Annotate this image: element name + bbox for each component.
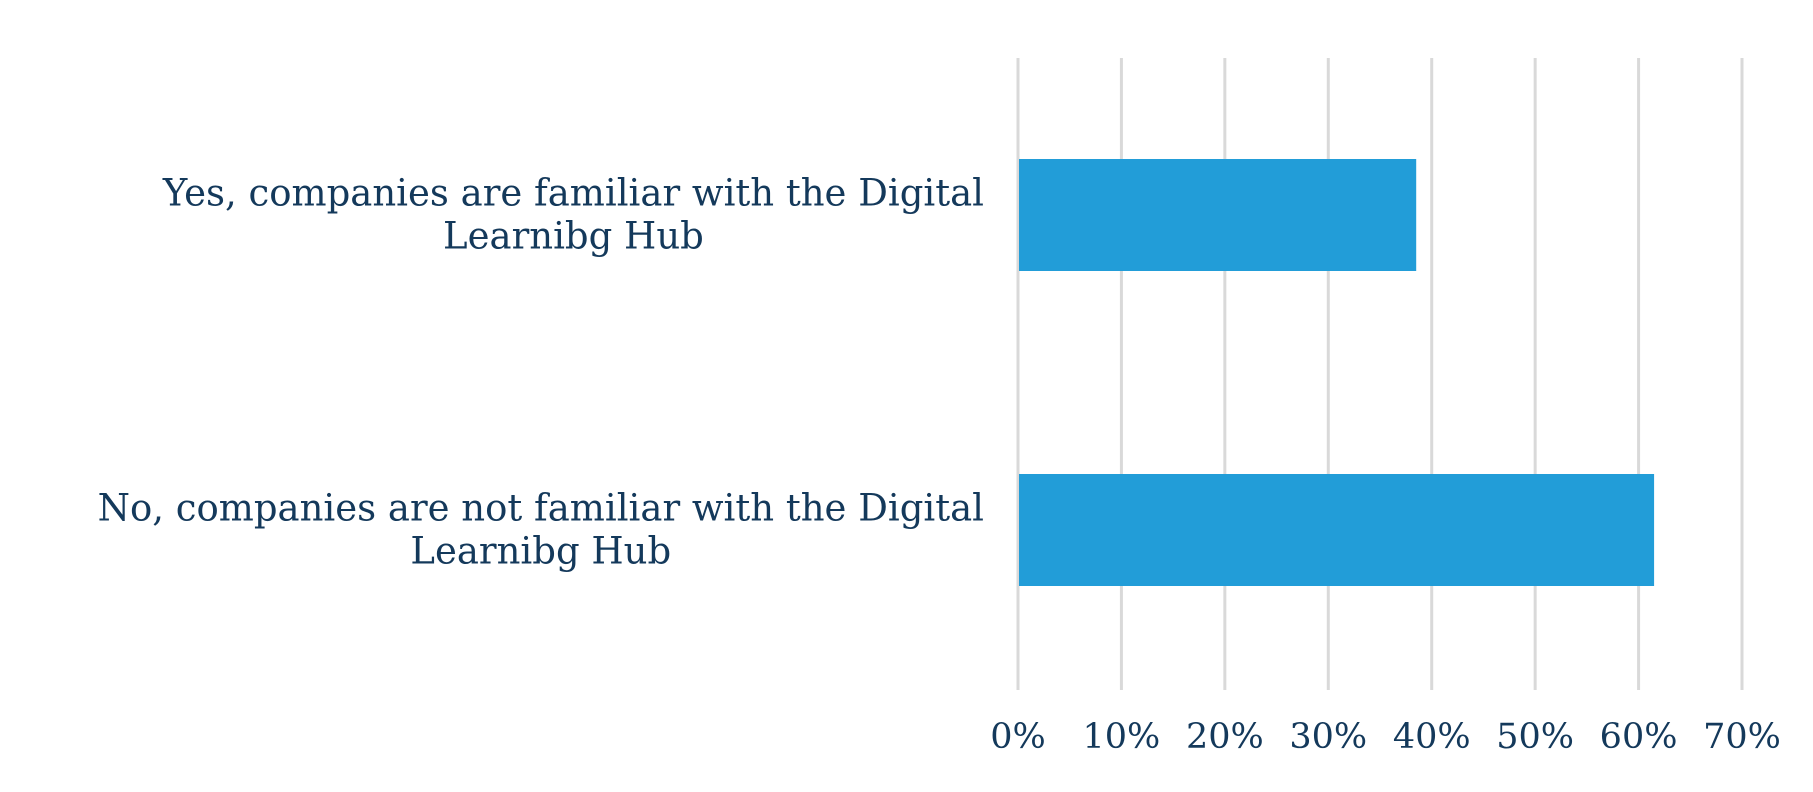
category-label-line: Yes, companies are familiar with the Dig…	[162, 172, 984, 215]
category-label-line: Learnibg Hub	[410, 530, 671, 573]
x-tick-label: 70%	[1703, 717, 1781, 757]
x-tick-label: 10%	[1083, 717, 1161, 757]
gridlines	[1016, 58, 1744, 690]
bar	[1019, 474, 1655, 586]
x-tick-label: 30%	[1289, 717, 1367, 757]
x-tick-label: 40%	[1393, 717, 1471, 757]
x-tick-label: 0%	[990, 717, 1046, 757]
category-label: Yes, companies are familiar with the Dig…	[162, 172, 984, 258]
x-tick-label: 20%	[1186, 717, 1264, 757]
bars	[1019, 159, 1655, 586]
x-tick-label: 60%	[1600, 717, 1678, 757]
category-label-line: No, companies are not familiar with the …	[98, 487, 984, 530]
category-label: No, companies are not familiar with the …	[98, 487, 984, 573]
x-tick-label: 50%	[1496, 717, 1574, 757]
category-labels: Yes, companies are familiar with the Dig…	[98, 172, 984, 573]
x-axis-tick-labels: 0% 10% 20% 30% 40% 50% 60% 70%	[990, 717, 1781, 757]
category-label-line: Learnibg Hub	[443, 215, 704, 258]
bar	[1019, 159, 1417, 271]
